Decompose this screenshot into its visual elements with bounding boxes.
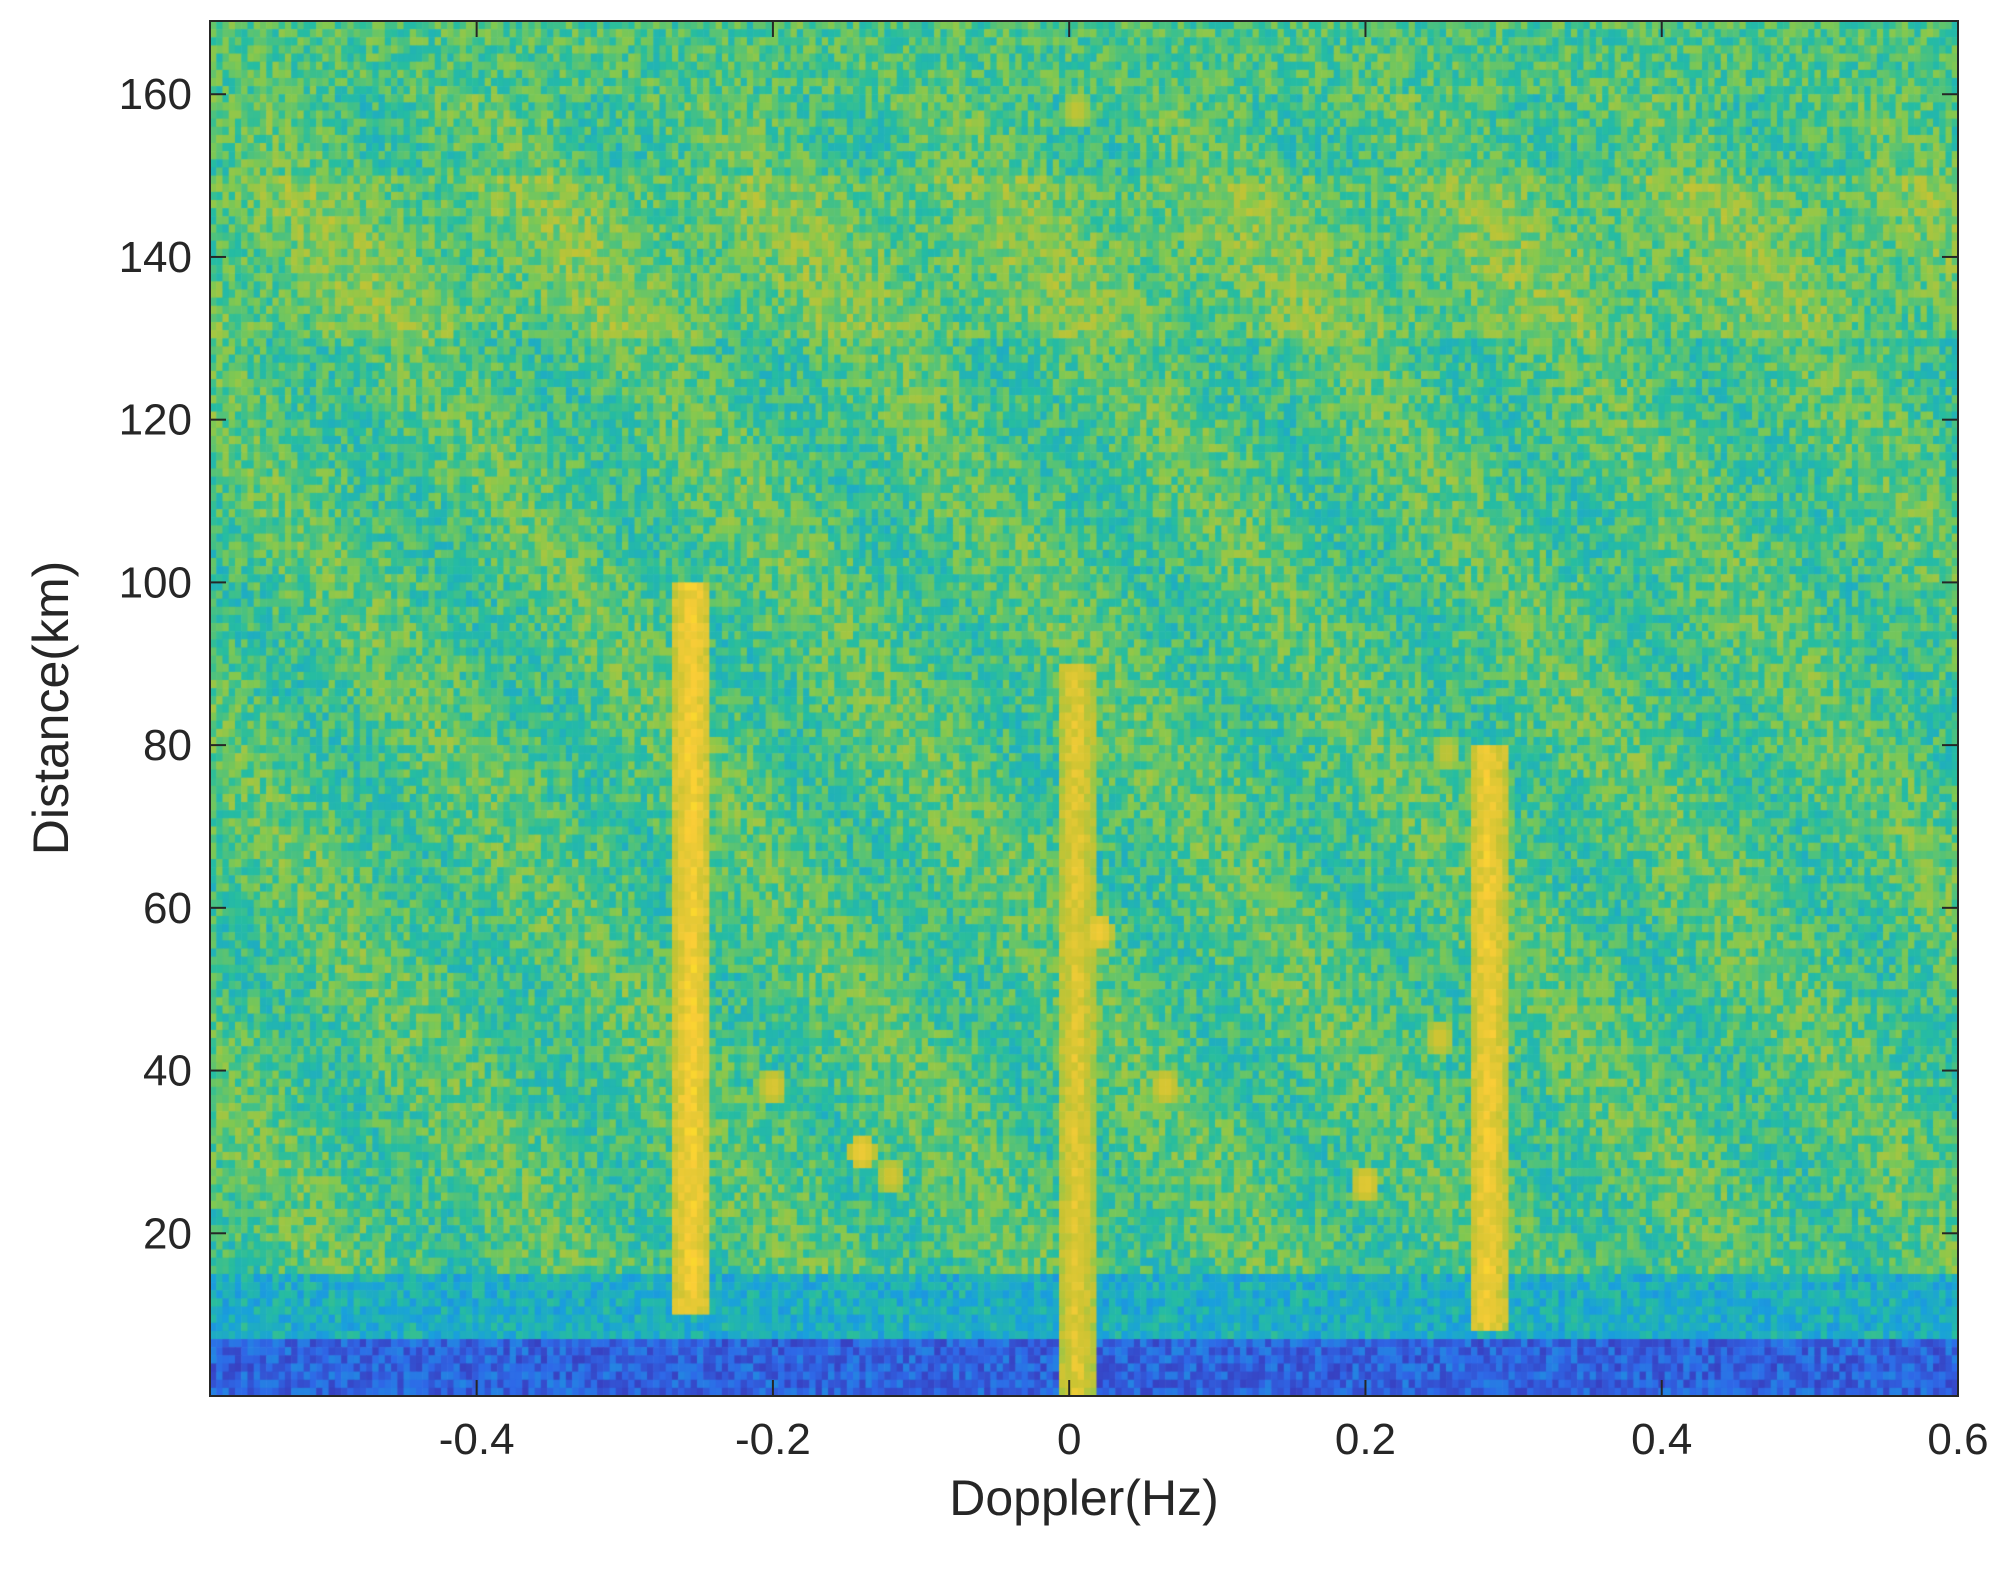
x-tick-label: -0.2 [735, 1415, 811, 1464]
axes-frame [209, 20, 1959, 1397]
y-tick-label: 80 [143, 721, 192, 770]
y-tick-label: 160 [119, 70, 192, 119]
y-tick-label: 140 [119, 233, 192, 282]
y-tick-label: 100 [119, 558, 192, 607]
x-tick-label: 0.4 [1631, 1415, 1692, 1464]
y-tick-label: 40 [143, 1047, 192, 1096]
y-tick-label: 60 [143, 884, 192, 933]
x-tick-label: -0.4 [439, 1415, 515, 1464]
y-axis: 20 40 60 80 100 120 140 160 [119, 70, 1958, 1258]
x-tick-label: 0 [1057, 1415, 1081, 1464]
y-tick-label: 20 [143, 1209, 192, 1258]
y-axis-label: Distance(km) [23, 561, 79, 855]
x-axis: -0.4 -0.2 0 0.2 0.4 0.6 [439, 21, 1989, 1464]
y-tick-label: 120 [119, 396, 192, 445]
x-axis-label: Doppler(Hz) [949, 1470, 1219, 1526]
x-tick-label: 0.6 [1927, 1415, 1988, 1464]
heatmap-image [210, 21, 1958, 1396]
x-tick-label: 0.2 [1335, 1415, 1396, 1464]
